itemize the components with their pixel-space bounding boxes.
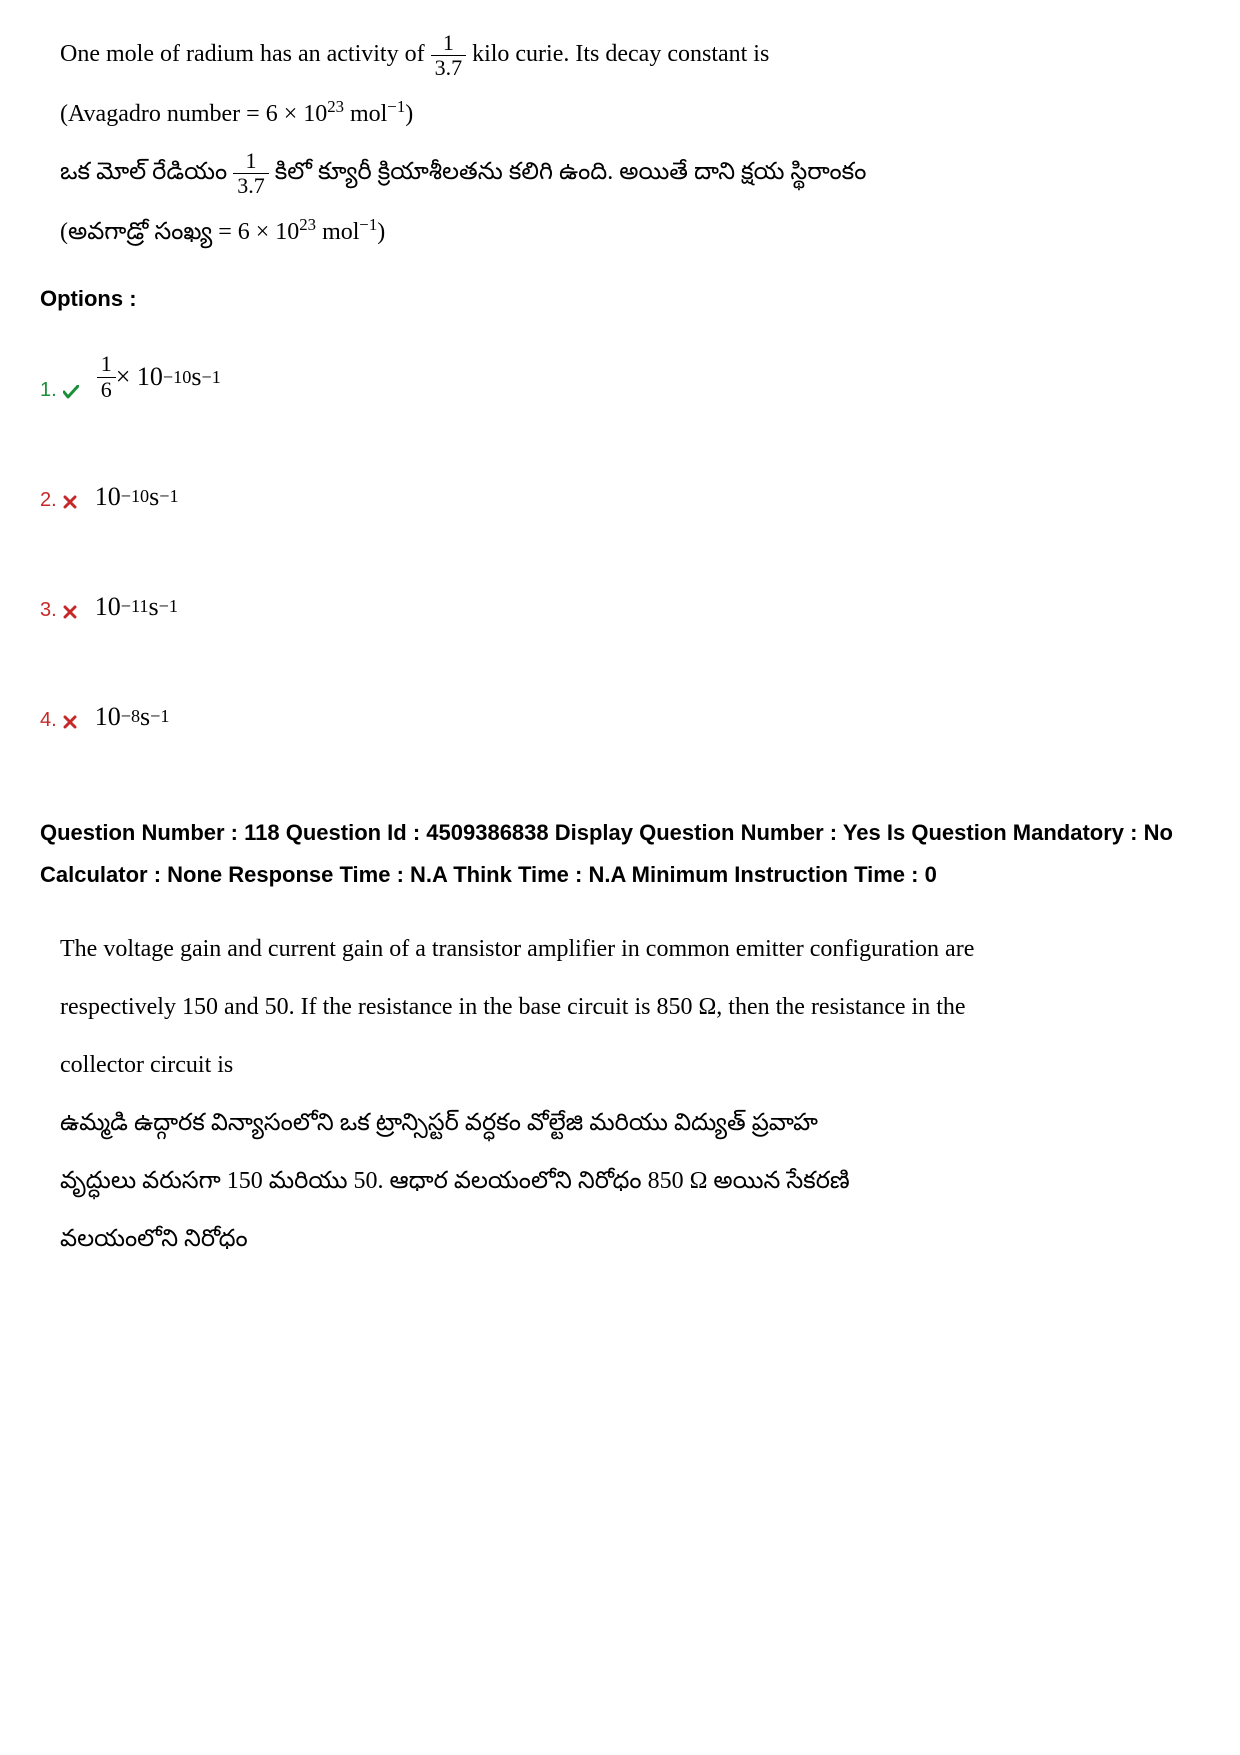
option-3-exp: −11: [121, 596, 149, 617]
option-4-content: 10−8 s−1: [95, 702, 170, 732]
q2-en-l2: respectively 150 and 50. If the resistan…: [60, 983, 1200, 1031]
q1-english-line2: (Avagadro number = 6 × 1023 mol−1): [60, 90, 1200, 138]
q1-te-frac: 1 3.7: [233, 149, 269, 198]
question-1: One mole of radium has an activity of 1 …: [40, 30, 1200, 732]
q2-te-l2: వృద్ధులు వరుసగా 150 మరియు 50. ఆధార వలయంల…: [60, 1157, 1200, 1205]
q2-te-l1: ఉమ్మడి ఉద్గారక విన్యాసంలోని ఒక ట్రాన్సిస…: [60, 1099, 1200, 1147]
q1-te-l1a: ఒక మోల్ రేడియం: [60, 159, 227, 185]
q1-en-exp1: 23: [327, 97, 344, 116]
q1-telugu-line1: ఒక మోల్ రేడియం 1 3.7 కిలో క్యూరీ క్రియాశ…: [60, 148, 1200, 198]
q1-en-l2b: mol: [344, 101, 387, 127]
q1-te-exp1: 23: [299, 215, 316, 234]
q1-en-l1b: kilo curie. Its decay constant is: [472, 41, 769, 67]
q1-te-frac-num: 1: [233, 149, 269, 174]
options-list: 1. 1 6 × 10−10 s−1 2. 10−10 s−1: [40, 352, 1200, 731]
check-icon: [63, 381, 79, 402]
q1-te-frac-den: 3.7: [233, 174, 269, 198]
option-3: 3. 10−11 s−1: [40, 592, 1200, 622]
option-4-exp: −8: [121, 706, 140, 727]
q2-te-l3: వలయంలోని నిరోధం: [60, 1215, 1200, 1263]
q2-en-l1: The voltage gain and current gain of a t…: [60, 925, 1200, 973]
option-1-frac: 1 6: [97, 352, 116, 401]
option-2-exp2: −1: [159, 486, 178, 507]
q1-en-frac: 1 3.7: [431, 31, 467, 80]
option-1-content: 1 6 × 10−10 s−1: [97, 352, 221, 401]
option-1-exp: −10: [163, 367, 191, 388]
option-2-rest-b: s: [149, 482, 159, 512]
option-2-rest-a: 10: [95, 482, 121, 512]
option-3-content: 10−11 s−1: [95, 592, 178, 622]
option-3-number: 3.: [40, 599, 57, 622]
option-4: 4. 10−8 s−1: [40, 702, 1200, 732]
question-meta: Question Number : 118 Question Id : 4509…: [40, 812, 1200, 896]
q2-en-l3: collector circuit is: [60, 1041, 1200, 1089]
q1-en-l2a: (Avagadro number = 6 × 10: [60, 101, 327, 127]
q1-te-l2b: mol: [316, 219, 359, 245]
q1-english-line1: One mole of radium has an activity of 1 …: [60, 30, 1200, 80]
cross-icon: [63, 491, 77, 512]
option-4-rest-b: s: [140, 702, 150, 732]
option-2-number: 2.: [40, 489, 57, 512]
cross-icon: [63, 711, 77, 732]
q1-te-l2a: (అవగాడ్రో సంఖ్య = 6 × 10: [60, 219, 299, 245]
q1-te-l2c: ): [377, 219, 385, 245]
options-label: Options :: [40, 286, 1200, 312]
q1-en-frac-den: 3.7: [431, 56, 467, 80]
cross-icon: [63, 601, 77, 622]
q1-en-exp2: −1: [387, 97, 405, 116]
option-3-rest-b: s: [148, 592, 158, 622]
q1-te-l1b: కిలో క్యూరీ క్రియాశీలతను కలిగి ఉంది. అయి…: [275, 159, 867, 185]
option-4-rest-a: 10: [95, 702, 121, 732]
q1-en-l1a: One mole of radium has an activity of: [60, 41, 425, 67]
option-1-exp2: −1: [201, 367, 220, 388]
option-4-exp2: −1: [150, 706, 169, 727]
option-4-number: 4.: [40, 709, 57, 732]
option-1: 1. 1 6 × 10−10 s−1: [40, 352, 1200, 401]
q1-en-l2c: ): [405, 101, 413, 127]
option-1-rest-b: s: [191, 362, 201, 392]
q1-en-frac-num: 1: [431, 31, 467, 56]
q1-te-exp2: −1: [359, 215, 377, 234]
option-1-number: 1.: [40, 379, 57, 402]
option-1-frac-num: 1: [97, 352, 116, 377]
option-1-frac-den: 6: [97, 378, 116, 402]
option-1-rest-a: × 10: [116, 362, 163, 392]
option-2: 2. 10−10 s−1: [40, 482, 1200, 512]
question-1-text: One mole of radium has an activity of 1 …: [40, 30, 1200, 256]
option-3-rest-a: 10: [95, 592, 121, 622]
option-2-exp: −10: [121, 486, 149, 507]
q1-telugu-line2: (అవగాడ్రో సంఖ్య = 6 × 1023 mol−1): [60, 208, 1200, 256]
option-3-exp2: −1: [159, 596, 178, 617]
option-2-content: 10−10 s−1: [95, 482, 179, 512]
question-2-text: The voltage gain and current gain of a t…: [40, 925, 1200, 1263]
